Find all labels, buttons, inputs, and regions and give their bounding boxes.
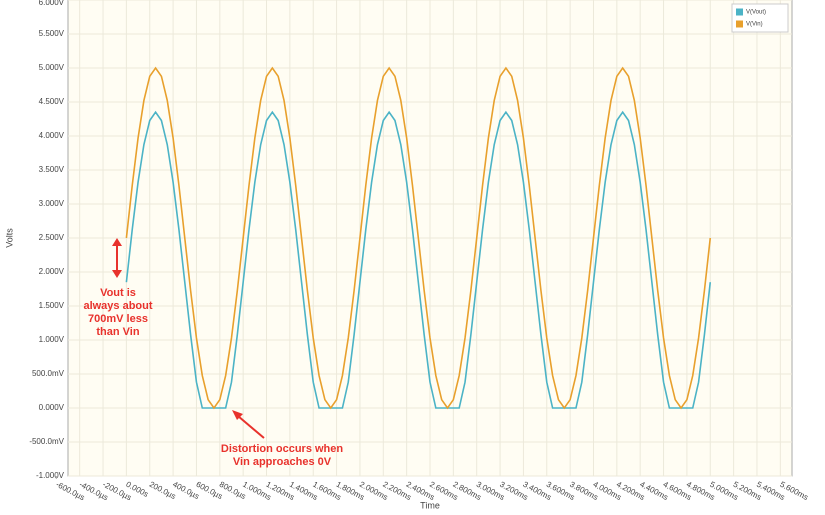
y-tick-label: 1.000V xyxy=(39,335,65,344)
annotation: Distortion occurs when xyxy=(221,443,344,455)
y-tick-label: 2.000V xyxy=(39,267,65,276)
x-axis-title: Time xyxy=(420,500,440,510)
y-tick-label: 1.500V xyxy=(39,301,65,310)
y-tick-label: 6.000V xyxy=(39,0,65,7)
y-tick-label: 500.0mV xyxy=(32,369,65,378)
y-axis-title: Volts xyxy=(4,228,14,248)
y-tick-label: 3.000V xyxy=(39,199,65,208)
legend-label: V(Vout) xyxy=(746,10,766,16)
annotation: always about xyxy=(83,300,152,312)
y-tick-label: 4.000V xyxy=(39,131,65,140)
series-line xyxy=(125,110,712,409)
annotation: Vin approaches 0V xyxy=(233,456,332,468)
y-tick-label: 2.500V xyxy=(39,233,65,242)
y-tick-label: 0.000V xyxy=(39,403,65,412)
arrow-head xyxy=(112,238,122,278)
legend-swatch xyxy=(736,8,743,16)
annotation: Vout is xyxy=(100,287,136,299)
y-tick-label: -500.0mV xyxy=(29,437,64,446)
y-tick-label: 5.500V xyxy=(39,29,65,38)
annotation: 700mV less xyxy=(88,313,148,325)
legend-box xyxy=(731,3,789,33)
legend-label: V(Vin) xyxy=(746,22,763,28)
legend-swatch xyxy=(736,20,743,28)
arrow-head xyxy=(232,410,243,420)
arrow xyxy=(237,415,265,439)
y-tick-label: 4.500V xyxy=(39,97,65,106)
annotation: than Vin xyxy=(96,326,139,338)
y-tick-label: 5.000V xyxy=(39,63,65,72)
series-line xyxy=(125,66,712,410)
y-tick-label: -1.000V xyxy=(36,471,65,480)
y-tick-label: 3.500V xyxy=(39,165,65,174)
